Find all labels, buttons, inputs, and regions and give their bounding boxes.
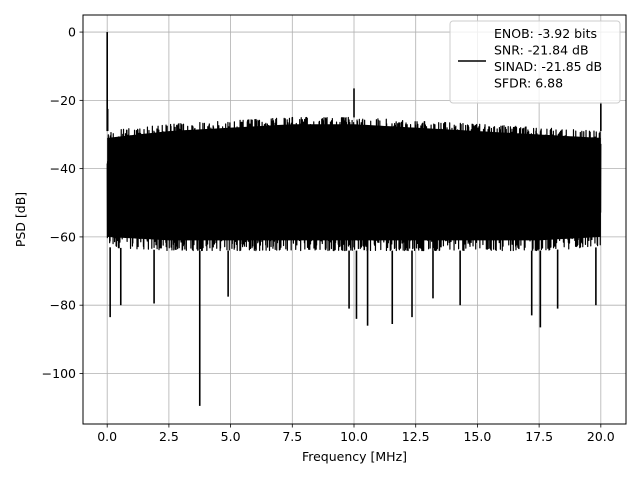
x-tick-label: 17.5 xyxy=(525,429,553,444)
x-tick-label: 10.0 xyxy=(340,429,368,444)
axes-frame xyxy=(82,14,627,425)
x-tick-label: 12.5 xyxy=(402,429,430,444)
x-tick-label: 0.0 xyxy=(97,429,117,444)
y-tick-label: −20 xyxy=(50,93,76,108)
x-tick-label: 15.0 xyxy=(463,429,491,444)
legend-line: SNR: -21.84 dB xyxy=(494,43,589,58)
x-tick-label: 2.5 xyxy=(159,429,179,444)
x-tick-label: 7.5 xyxy=(282,429,302,444)
legend-line: ENOB: -3.92 bits xyxy=(494,26,597,41)
legend-line: SFDR: 6.88 xyxy=(494,76,563,91)
y-axis-label: PSD [dB] xyxy=(13,192,28,247)
ticks: 0.0 2.5 5.0 7.5 10.0 12.5 15.0 17.5 20.0 0 −20 −40 −… xyxy=(42,25,615,444)
legend-line: SINAD: -21.85 dB xyxy=(494,59,602,74)
y-tick-label: 0 xyxy=(68,25,76,40)
y-tick-label: −100 xyxy=(42,366,76,381)
y-tick-label: −80 xyxy=(50,298,76,313)
noise-band xyxy=(107,124,601,241)
x-axis-label: Frequency [MHz] xyxy=(302,449,407,464)
legend: ENOB: -3.92 bits SNR: -21.84 dB SINAD: -21… xyxy=(449,20,621,104)
x-tick-label: 20.0 xyxy=(587,429,615,444)
x-tick-label: 5.0 xyxy=(221,429,241,444)
psd-trace xyxy=(106,32,602,406)
legend-label: ENOB: -3.92 bits SNR: -21.84 dB SINAD: -21… xyxy=(494,26,602,91)
y-tick-label: −40 xyxy=(50,161,76,176)
legend-box xyxy=(449,20,621,104)
y-tick-label: −60 xyxy=(50,229,76,244)
